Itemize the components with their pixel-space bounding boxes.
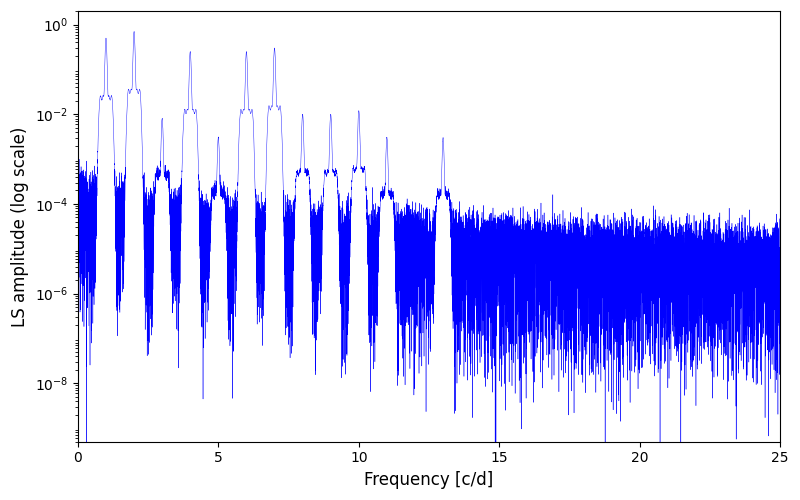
Y-axis label: LS amplitude (log scale): LS amplitude (log scale)	[11, 126, 29, 326]
X-axis label: Frequency [c/d]: Frequency [c/d]	[364, 471, 494, 489]
